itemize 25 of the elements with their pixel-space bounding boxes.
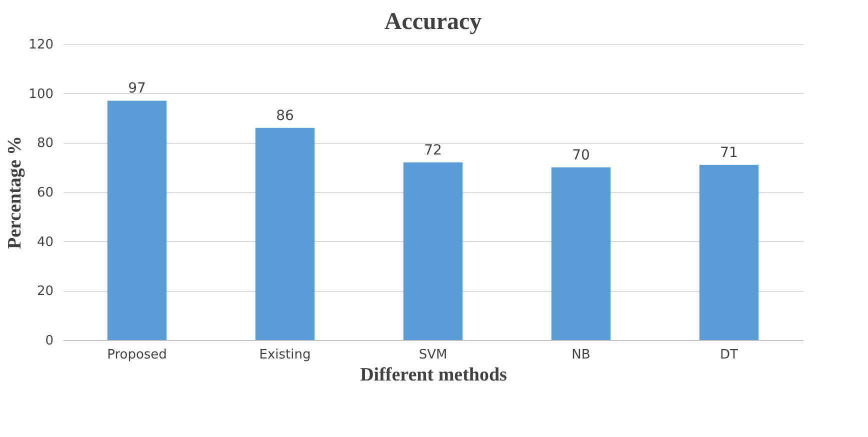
x-axis-title: Different methods [360,364,507,386]
y-tick-label: 120 [28,38,54,52]
x-tick-label: NB [572,348,590,362]
data-label: 71 [720,144,738,161]
y-tick-label: 20 [36,284,54,300]
data-label: 97 [128,80,146,97]
y-tick-label: 80 [36,136,54,152]
data-label: 86 [276,108,294,124]
data-label: 72 [424,142,442,158]
bar [255,128,315,340]
bar [107,100,167,340]
y-tick-label: 40 [36,234,54,250]
chart-title: Accuracy [384,9,482,35]
x-tick-label: DT [720,348,738,362]
y-tick-label: 60 [36,186,54,200]
bar [699,164,759,340]
y-axis-title: Percentage % [4,136,26,250]
x-tick-label: SVM [418,348,448,362]
bar [403,162,463,340]
x-tick-label: Proposed [107,348,167,362]
data-label: 70 [572,147,590,164]
y-tick-label: 0 [45,334,54,348]
x-tick-label: Existing [259,348,311,362]
bar [551,167,611,340]
y-tick-label: 100 [28,86,54,102]
